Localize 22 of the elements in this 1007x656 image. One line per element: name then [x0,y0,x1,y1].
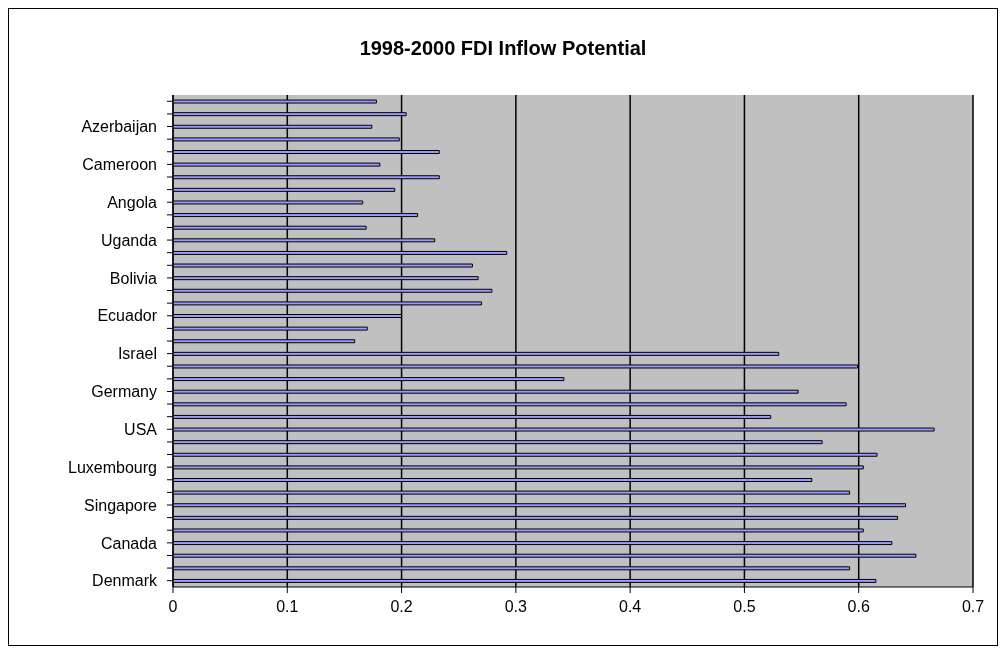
y-tick-label: Azerbaijan [81,118,157,136]
y-tick-label: Ecuador [97,307,158,325]
y-tick-label: Luxembourg [68,458,157,476]
x-tick-label: 0 [168,598,178,616]
y-tick-label: Canada [100,534,158,552]
x-tick-label: 0.7 [961,598,985,616]
y-tick-label: Cameroon [82,156,157,174]
x-tick-label: 0.3 [504,598,528,616]
x-tick-label: 0.1 [276,598,299,616]
chart-title: 1998-2000 FDI Inflow Potential [358,36,648,61]
y-tick-label: Angola [107,193,158,211]
x-tick-label: 0.4 [619,598,642,616]
y-tick-label: Uganda [100,231,158,249]
y-tick-label: Germany [91,383,157,401]
y-tick-label: USA [124,420,158,438]
x-tick-label: 0.5 [733,598,756,616]
y-tick-label: Bolivia [109,269,158,287]
x-tick-label: 0.2 [390,598,413,616]
x-tick-label: 0.6 [847,598,870,616]
y-tick-label: Denmark [92,572,158,590]
y-tick-label: Singapore [84,496,158,514]
y-tick-label: Israel [117,345,157,363]
